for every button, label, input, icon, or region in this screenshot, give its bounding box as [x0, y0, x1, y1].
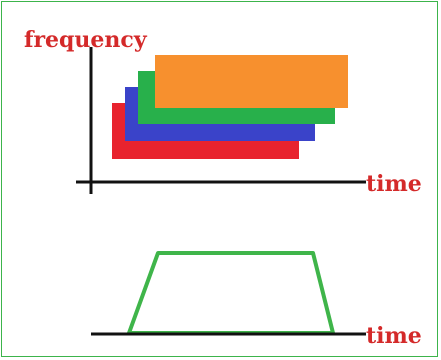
trapezoid-time-chart: time [91, 251, 422, 349]
trapezoid-shape [127, 251, 335, 335]
time-label-top: time [366, 171, 422, 197]
time-label-bottom: time [366, 323, 422, 349]
frequency-label: frequency [24, 27, 148, 53]
frequency-time-chart: frequency time [24, 27, 422, 197]
orange-bar [155, 55, 348, 108]
